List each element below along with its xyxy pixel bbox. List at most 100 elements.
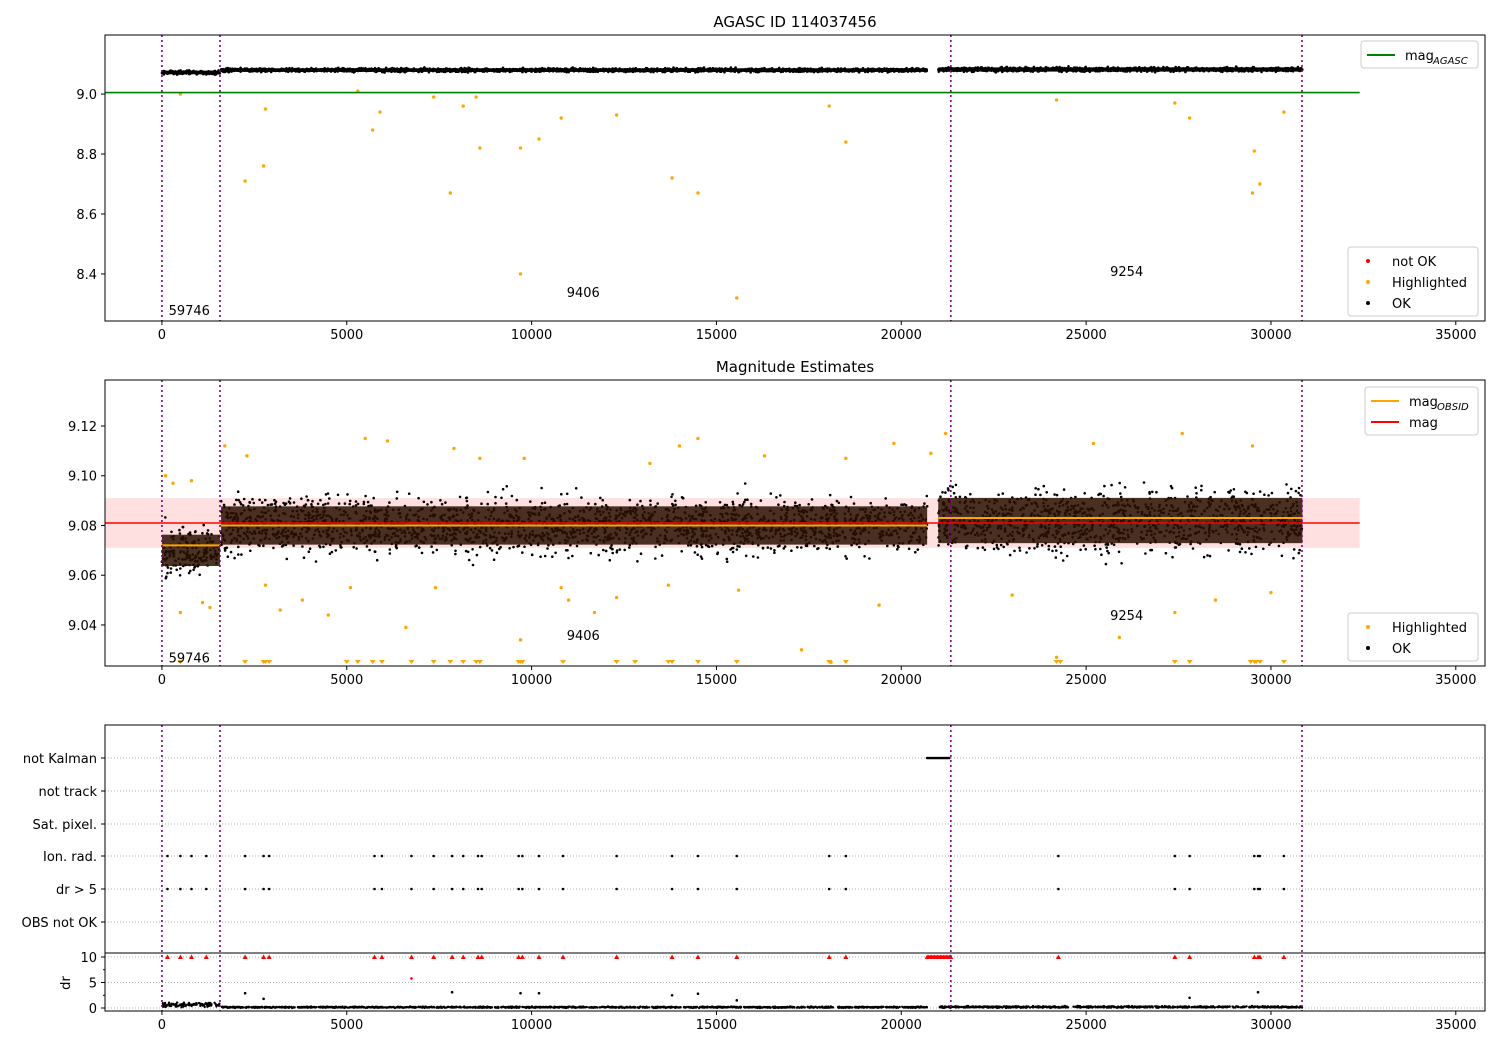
ok-point — [539, 555, 542, 558]
ok-point — [794, 501, 797, 505]
ok-point — [181, 525, 185, 529]
chart-title: Magnitude Estimates — [716, 358, 874, 376]
ok-point — [206, 529, 210, 532]
ok-point — [486, 502, 490, 506]
ok-point — [925, 494, 929, 498]
legend — [1347, 246, 1479, 317]
ok-point — [188, 531, 192, 534]
legend-marker — [1366, 301, 1370, 305]
x-tick-label: 5000 — [330, 328, 363, 343]
ok-point — [229, 550, 233, 554]
ok-point — [306, 498, 310, 502]
legend — [1360, 40, 1479, 69]
highlighted-point — [518, 272, 523, 276]
ok-point — [731, 550, 735, 554]
highlighted-point — [844, 140, 848, 144]
ok-point — [249, 549, 252, 553]
ok-point — [269, 503, 273, 507]
ok-point — [994, 71, 998, 74]
highlighted-point — [614, 113, 619, 117]
ok-point — [628, 498, 632, 502]
ok-point — [300, 497, 303, 501]
ok-point — [1153, 71, 1157, 74]
ok-point — [604, 549, 608, 553]
ok-point — [465, 499, 469, 503]
ok-point — [490, 549, 494, 552]
ok-point — [693, 551, 697, 554]
ok-point — [914, 550, 917, 554]
ok-point — [175, 568, 178, 572]
ok-point — [365, 545, 369, 548]
ok-point — [923, 502, 926, 505]
ok-point — [849, 495, 853, 499]
ok-point — [224, 546, 228, 550]
ok-point — [729, 66, 733, 69]
ok-point — [610, 547, 614, 551]
ok-point — [769, 492, 773, 495]
legend-label-subscript: AGASC — [1432, 56, 1468, 67]
ok-point — [696, 553, 699, 556]
ok-point — [166, 571, 169, 575]
ok-point — [628, 546, 631, 549]
ok-point — [166, 566, 170, 569]
ok-point — [343, 502, 347, 505]
ok-point — [258, 498, 261, 502]
ok-point — [672, 66, 675, 69]
y-tick-label: 9.0 — [76, 88, 97, 103]
highlighted-point — [559, 116, 563, 120]
highlighted-point — [474, 95, 478, 99]
ok-point — [307, 550, 311, 553]
ok-point — [796, 546, 799, 549]
ok-point — [264, 498, 267, 502]
ok-point — [328, 497, 331, 500]
highlighted-point — [263, 107, 268, 111]
highlighted-point — [431, 95, 436, 99]
ok-point — [201, 531, 204, 535]
ok-point — [698, 504, 702, 507]
ok-point — [599, 496, 602, 500]
legend-marker — [1366, 280, 1370, 284]
highlighted-point — [696, 191, 700, 195]
highlighted-point — [1187, 116, 1192, 120]
ok-point — [192, 568, 195, 572]
legend-label: Highlighted — [1392, 276, 1467, 291]
ok-point — [478, 545, 482, 549]
ok-point — [262, 544, 265, 548]
ok-point — [260, 501, 264, 504]
ok-point — [602, 548, 605, 552]
x-tick-label: 35000 — [1435, 328, 1476, 343]
ok-point — [680, 550, 683, 553]
ok-point — [302, 556, 306, 559]
ok-point — [567, 556, 570, 560]
ok-point — [164, 516, 167, 519]
ok-point — [884, 497, 887, 500]
highlighted-point — [378, 110, 382, 114]
ok-point — [498, 547, 501, 551]
ok-point — [810, 498, 814, 501]
ok-point — [292, 501, 296, 504]
ok-point — [671, 493, 674, 496]
ok-point — [352, 545, 356, 549]
highlighted-point — [518, 146, 523, 150]
legend-label: not OK — [1392, 255, 1437, 270]
highlighted-point — [1258, 182, 1262, 186]
ok-point — [164, 576, 168, 580]
ok-point — [636, 503, 639, 507]
ok-point — [777, 503, 780, 507]
ok-point — [790, 549, 793, 552]
ok-point — [348, 502, 352, 506]
obsid-annotation: 9406 — [567, 286, 600, 301]
ok-point — [731, 500, 735, 504]
highlighted-point — [735, 296, 739, 300]
ok-point — [348, 499, 352, 503]
chart-title: AGASC ID 114037456 — [713, 13, 876, 31]
ok-point — [467, 558, 471, 562]
ok-point — [364, 494, 367, 498]
y-tick-label: 8.4 — [76, 268, 97, 283]
ok-point — [486, 490, 490, 494]
ok-point — [529, 500, 532, 503]
highlighted-point — [478, 146, 482, 150]
ok-point — [362, 502, 366, 506]
ok-point — [743, 482, 747, 485]
ok-point — [649, 503, 652, 507]
